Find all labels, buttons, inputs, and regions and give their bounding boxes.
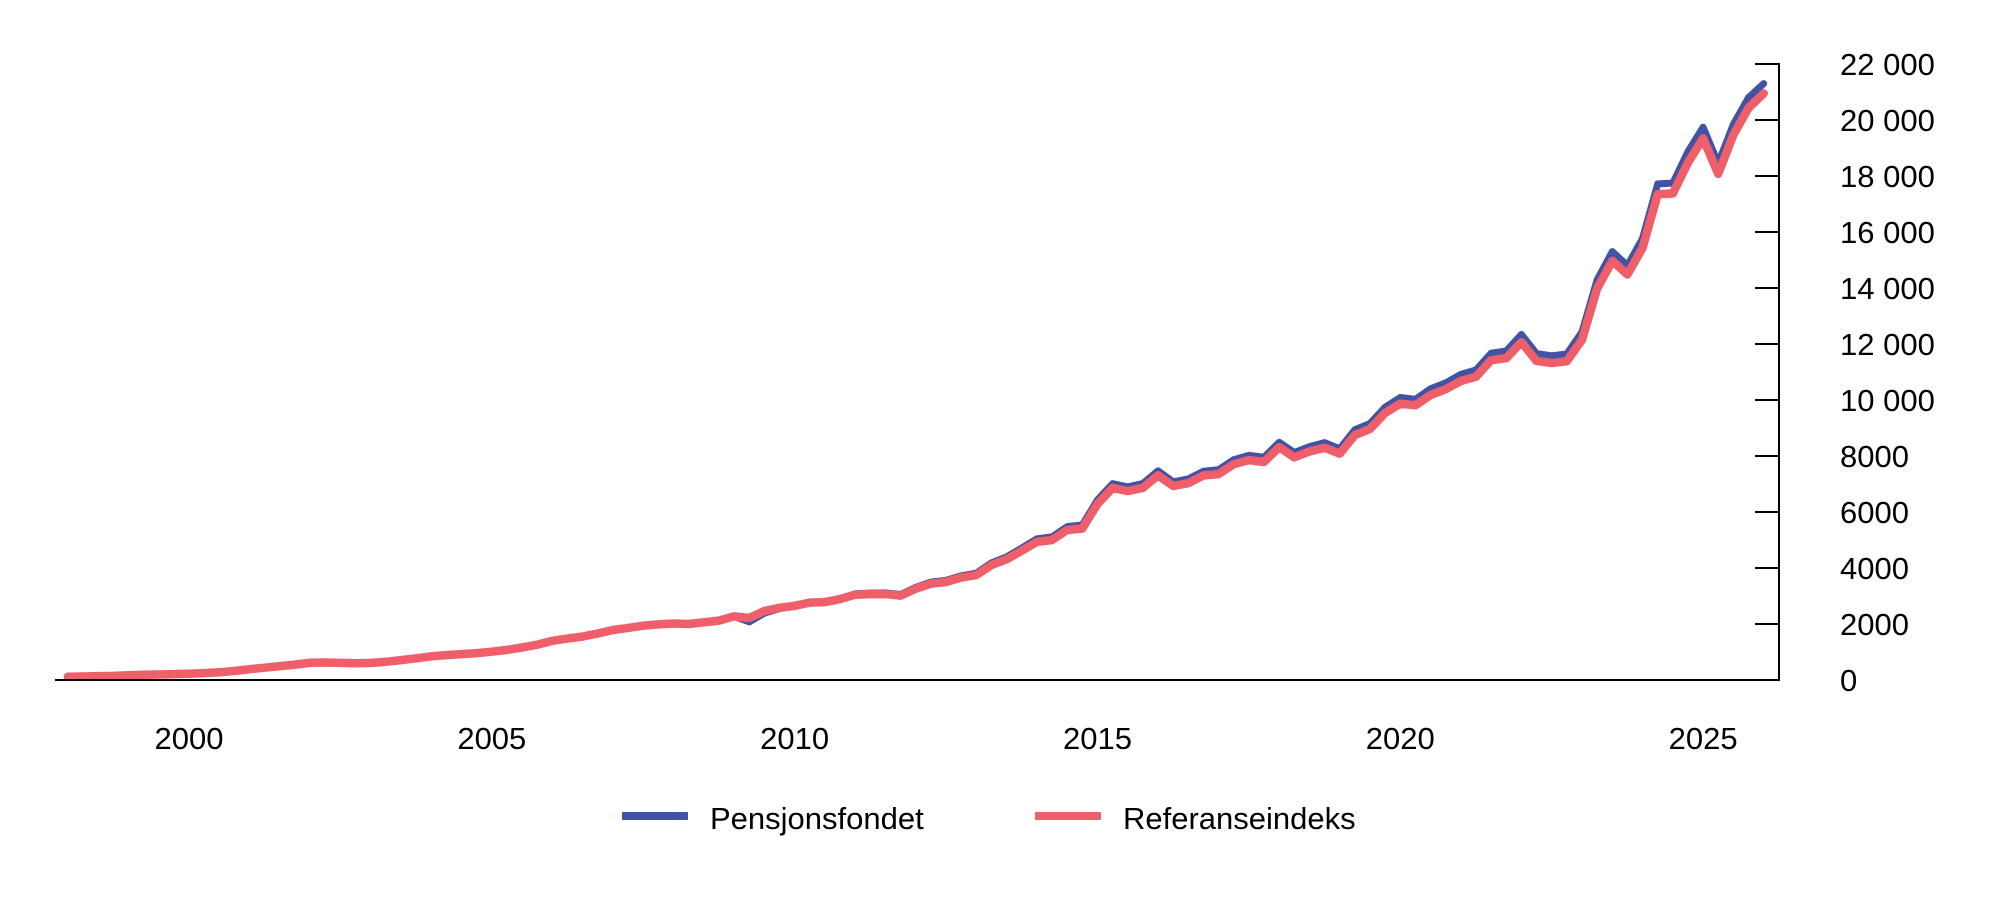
y-tick-label-6000: 6000 [1840, 495, 1909, 530]
series-lines [63, 80, 1768, 682]
x-axis: 2000 2005 2010 2015 2020 2025 [55, 679, 1779, 756]
legend-item-pensjonsfondet: Pensjonsfondet [622, 801, 924, 836]
legend-swatch-referanseindeks [1035, 812, 1101, 820]
y-tick-label-16000: 16 000 [1840, 215, 1935, 250]
y-tick-label-10000: 10 000 [1840, 383, 1935, 418]
y-tick-label-14000: 14 000 [1840, 271, 1935, 306]
legend-swatch-pensjonsfondet [622, 812, 688, 820]
x-tick-label-2005: 2005 [457, 721, 526, 756]
y-tick-label-12000: 12 000 [1840, 327, 1935, 362]
legend: Pensjonsfondet Referanseindeks [622, 801, 1356, 836]
x-tick-label-2015: 2015 [1063, 721, 1132, 756]
y-tick-label-2000: 2000 [1840, 607, 1909, 642]
y-tick-label-18000: 18 000 [1840, 159, 1935, 194]
y-tick-label-22000: 22 000 [1840, 47, 1935, 82]
x-tick-label-2000: 2000 [155, 721, 224, 756]
y-tick-label-20000: 20 000 [1840, 103, 1935, 138]
y-axis: 0 2000 4000 6000 8000 10 000 12 000 14 000 16 00… [1755, 47, 1935, 698]
x-tick-label-2010: 2010 [760, 721, 829, 756]
legend-label-referanseindeks: Referanseindeks [1123, 801, 1356, 836]
x-tick-label-2025: 2025 [1669, 721, 1738, 756]
legend-item-referanseindeks: Referanseindeks [1035, 801, 1356, 836]
y-tick-label-8000: 8000 [1840, 439, 1909, 474]
x-tick-label-2020: 2020 [1366, 721, 1435, 756]
y-tick-label-0: 0 [1840, 663, 1857, 698]
series-referanseindeks-line [63, 89, 1768, 682]
legend-label-pensjonsfondet: Pensjonsfondet [710, 801, 924, 836]
y-tick-label-4000: 4000 [1840, 551, 1909, 586]
